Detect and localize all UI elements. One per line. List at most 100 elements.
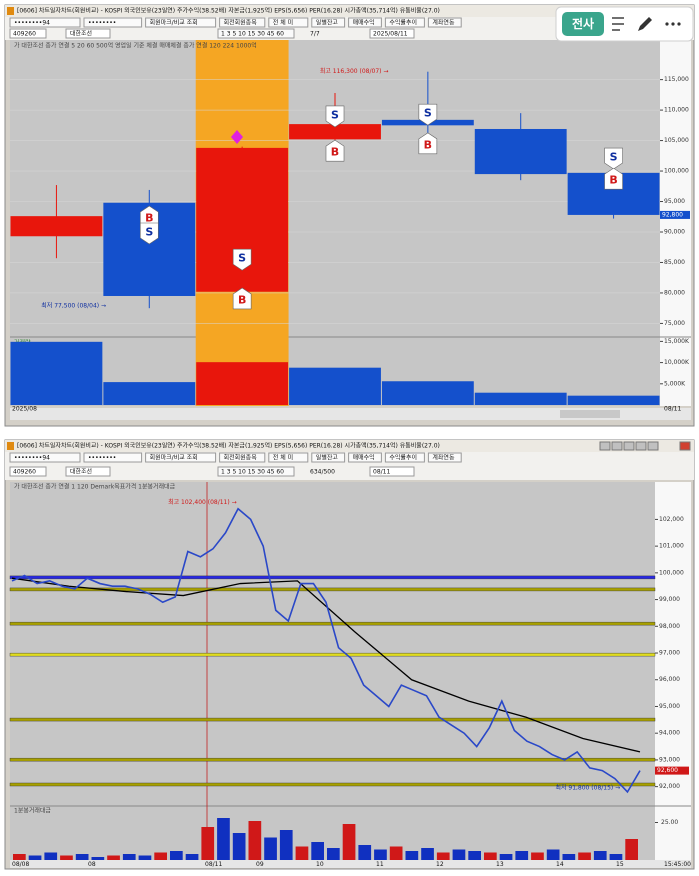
stock-code: 409260 [13,468,36,475]
volume-bar [107,855,120,860]
stock-code: 409260 [13,30,36,37]
x-tick-label: 08/11 [205,861,222,868]
toolbar-button[interactable] [384,452,425,463]
volume-bar [279,830,293,860]
close-button[interactable] [679,441,691,451]
scroll-thumb[interactable] [560,410,620,418]
y-tick-label: 75,000 [664,320,685,327]
menu-icon[interactable] [612,17,624,31]
x-tick-label: 10 [316,861,324,868]
window-button[interactable] [647,441,659,451]
y-tick-label: 92,000 [659,783,680,790]
volume-bar [170,851,183,860]
signal-badge [325,105,345,128]
toolbar-button-label: 전 체 미 [273,453,293,461]
volume-bar [358,845,372,860]
signal-label: S [610,151,618,164]
candle-body [289,124,381,140]
toolbar-button[interactable] [268,17,309,28]
chart-area [10,482,655,860]
period-buttons[interactable] [217,466,295,477]
legend: 가 대한조선 종가 연결 5 20 60 500억 영업일 기준 체결 매매체결… [14,42,257,50]
stock-name: 대한조선 [70,467,92,475]
last-price-label: 92,600 [657,767,678,774]
toolbar-button[interactable] [311,17,346,28]
volume-bar [381,381,474,405]
title-bar [5,440,694,452]
toolbar-button[interactable] [427,452,462,463]
price-axis [660,40,691,406]
volume-bar [436,852,450,860]
toolbar-button-label: 전사 [572,16,594,31]
y-tick-label: 101,000 [659,543,684,550]
toolbar-button[interactable] [311,452,346,463]
window-button[interactable] [623,441,635,451]
signal-badge [418,132,438,155]
level-band [9,757,656,762]
toolbar-button[interactable] [219,452,266,463]
y-tick-label: 90,000 [664,228,685,235]
y-tick-label: 100,000 [664,168,689,175]
code-input[interactable] [9,466,47,477]
volume-bar [468,851,481,860]
candle-body [10,216,103,237]
toolbar-button[interactable] [145,452,217,463]
period-buttons[interactable] [217,28,295,39]
y-tick-label: 99,000 [659,596,680,603]
signal-label: B [331,146,339,159]
window-button[interactable] [611,441,623,451]
y-tick-label: 102,000 [659,516,684,523]
toolbar-button[interactable] [427,17,462,28]
code-input[interactable] [9,28,47,39]
date-input[interactable] [369,28,415,39]
last-price-box [655,766,689,775]
toolbar-button[interactable] [9,452,81,463]
toolbar-button-label: ••••••••94 [14,454,50,461]
name-input[interactable] [65,466,111,477]
volume-bar [567,395,660,405]
signal-label: B [609,174,617,187]
level-band [9,587,656,592]
signal-badge [325,139,345,162]
chart-content: [0606] 차트일자차트(회원비교) - KOSPI 외국인보유(23일연) … [9,7,691,868]
window-button[interactable] [599,441,611,451]
x-tick-label: 08/11 [664,406,681,413]
window-button[interactable] [635,441,647,451]
pen-icon[interactable] [638,17,652,31]
volume-bar [562,854,576,860]
toolbar-button-label: 수익률추이 [389,453,417,461]
date-input[interactable] [369,466,415,477]
signal-badge [604,167,623,190]
volume-bar [201,827,215,860]
toolbar-button[interactable] [562,12,604,36]
date: 2025/08/11 [373,30,408,37]
toolbar-button[interactable] [145,17,217,28]
toolbar-button[interactable] [348,17,382,28]
volume-bar [531,852,544,860]
toolbar-button[interactable] [384,17,425,28]
y-tick-label: 93,000 [659,756,680,763]
x-tick-label: 15 [616,861,624,868]
toolbar-button-label: 매매수익 [353,18,375,26]
toolbar-button[interactable] [268,452,309,463]
volume-bar [248,821,262,860]
volume-bar [452,849,466,860]
window-title: [0606] 차트일자차트(회원비교) - KOSPI 외국인보유(23일연) … [17,442,440,450]
y-tick-label: 110,000 [664,107,689,114]
toolbar-button[interactable] [219,17,266,28]
toolbar-button[interactable] [83,17,143,28]
name-input[interactable] [65,28,111,39]
volume-bar [10,341,103,405]
high-annotation: 최고 116,300 (08/07) → [320,67,389,75]
toolbar-button-label: •••••••• [88,454,116,461]
level-band [9,782,656,787]
more-icon[interactable] [665,22,681,26]
level-band [9,717,656,722]
toolbar-button[interactable] [348,452,382,463]
toolbar-button[interactable] [83,452,143,463]
x-tick-label: 14 [556,861,564,868]
x-tick-label: 08/08 [12,861,29,868]
toolbar-button[interactable] [9,17,81,28]
volume-bar [484,852,497,860]
